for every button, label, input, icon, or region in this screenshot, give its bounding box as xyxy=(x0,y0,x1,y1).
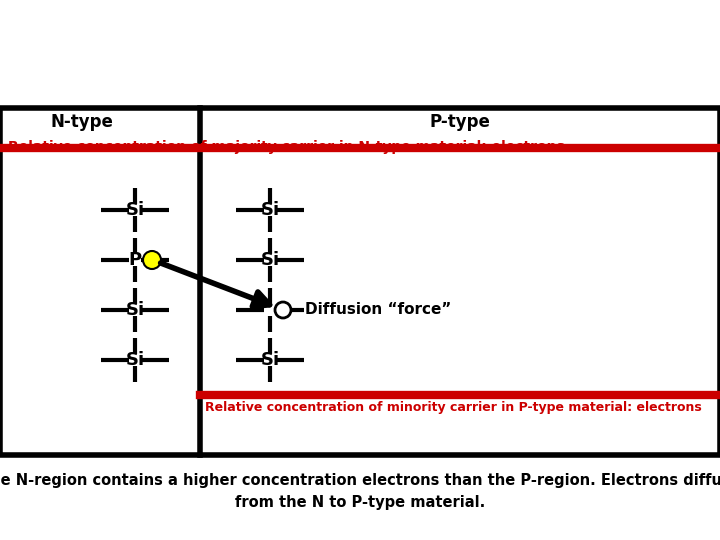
Bar xyxy=(0,108,720,455)
Text: Si: Si xyxy=(125,301,145,319)
Text: Relative concentration of minority carrier in P-type material: electrons: Relative concentration of minority carri… xyxy=(205,402,702,415)
Text: Si: Si xyxy=(125,351,145,369)
Text: from the N to P-type material.: from the N to P-type material. xyxy=(235,496,485,510)
Text: Si: Si xyxy=(125,201,145,219)
Text: Relative concentration of majority carrier in N-type material: electrons: Relative concentration of majority carri… xyxy=(8,140,564,154)
Text: The N-region contains a higher concentration electrons than the P-region. Electr: The N-region contains a higher concentra… xyxy=(0,472,720,488)
Circle shape xyxy=(143,251,161,269)
Text: P-type: P-type xyxy=(430,113,490,131)
Text: P: P xyxy=(128,251,142,269)
Text: Diffusion “force”: Diffusion “force” xyxy=(305,302,451,318)
Text: Si: Si xyxy=(261,251,279,269)
Circle shape xyxy=(275,302,291,318)
Text: Si: Si xyxy=(261,201,279,219)
Text: N-type: N-type xyxy=(50,113,113,131)
Text: Si: Si xyxy=(261,351,279,369)
